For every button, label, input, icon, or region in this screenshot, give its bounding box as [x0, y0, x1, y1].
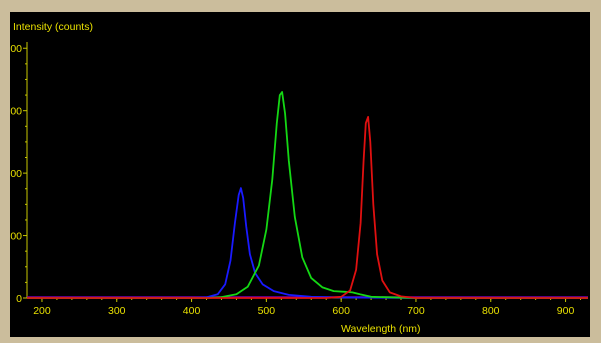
y-tick-label: 3000 — [10, 106, 22, 118]
series-line-green — [27, 91, 588, 299]
x-tick-label: 200 — [33, 305, 51, 317]
x-tick-label: 800 — [482, 305, 500, 317]
series-line-blue — [27, 187, 588, 299]
x-tick-label: 700 — [407, 305, 425, 317]
plot-area: 200 300 400 500 600 700 800 900 0 1000 2000 3000 400… — [0, 12, 590, 337]
x-tick-label: 600 — [332, 305, 350, 317]
y-tick-label: 1000 — [10, 231, 22, 243]
x-tick-label: 300 — [108, 305, 126, 317]
series-line-red — [27, 116, 588, 299]
y-axis-label: Intensity (counts) — [13, 21, 93, 33]
axes: 200 300 400 500 600 700 800 900 0 1000 2000 3000 400… — [0, 42, 588, 317]
x-tick-label: 500 — [258, 305, 276, 317]
spectrum-chart: 200 300 400 500 600 700 800 900 0 1000 2000 3000 400… — [0, 21, 588, 335]
x-tick-label: 900 — [557, 305, 575, 317]
y-tick-label: 2000 — [10, 168, 22, 180]
x-axis-label: Wavelength (nm) — [341, 323, 421, 335]
series-lines — [27, 91, 588, 299]
y-tick-label: 0 — [16, 293, 22, 305]
y-tick-label: 4000 — [10, 43, 22, 55]
x-tick-label: 400 — [183, 305, 201, 317]
